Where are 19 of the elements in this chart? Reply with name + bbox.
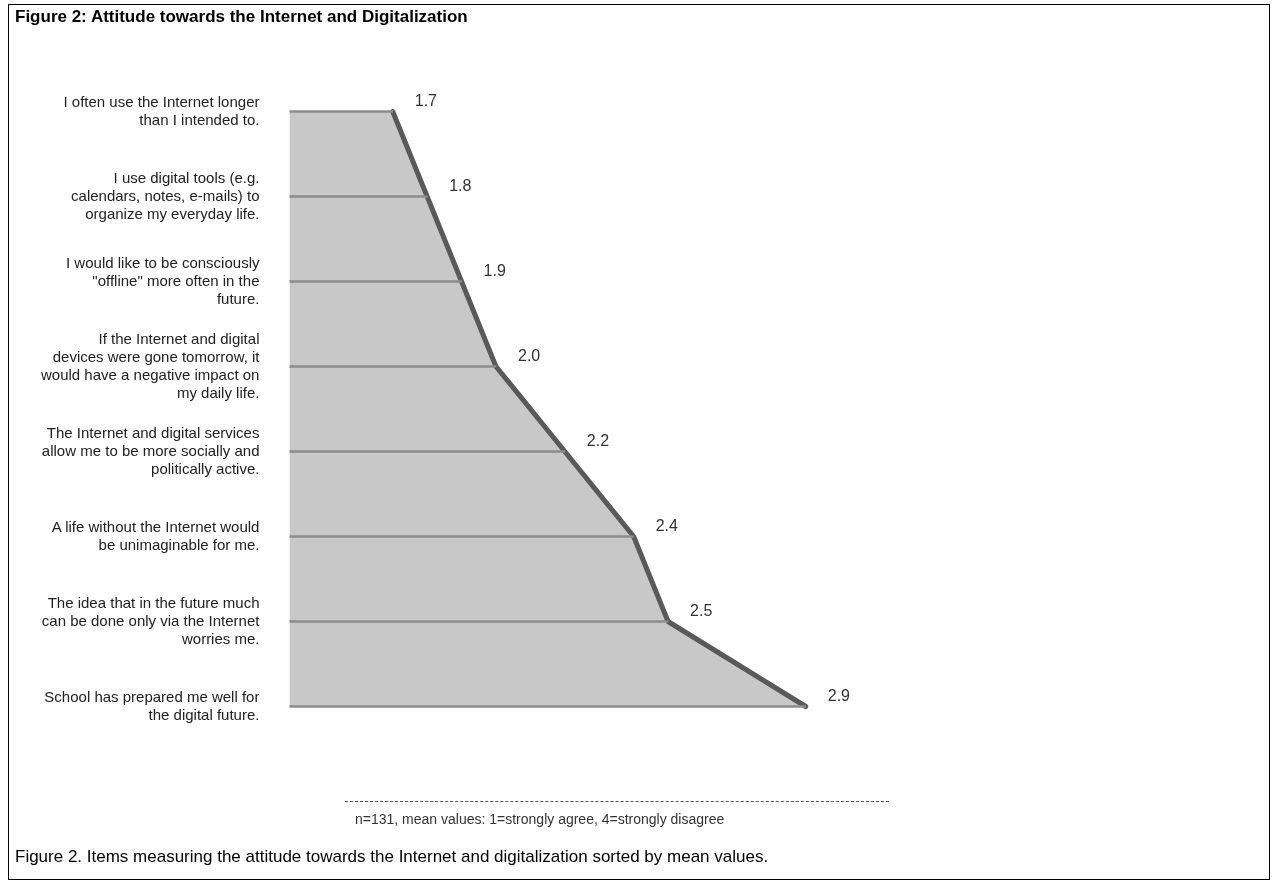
y-tick-label: If the Internet and digital devices were gone tomorrow, it would have a negative impact on my daily life. [39,329,261,401]
data-label: 2.4 [655,516,678,534]
text: n=131, mean values: 1=strongly agree, 4=strongly disagree [355,811,725,827]
caption: Figure 2. Items measuring the attitude towards the Internet and digitalization sorted by mean values. [15,847,769,867]
data-label: 1.8 [449,176,472,194]
data-label: 1.7 [414,91,438,109]
chart-title: Figure 2: Attitude towards the Internet and Digitalization [15,7,468,27]
y-tick-label: I often use the Internet longer than I intended to. [63,92,260,128]
y-tick-label: A life without the Internet would be unimaginable for me. [51,517,260,553]
y-tick-label: School has prepared me well for the digital future. [44,687,260,723]
y-tick-label: The idea that in the future much can be done only via the Internet worries me. [41,593,261,647]
data-label: 2.2 [586,431,610,449]
y-tick-label: I use digital tools (e.g. calendars, notes, e-mails) to organize my everyday life. [71,168,260,222]
data-label: 2.5 [690,601,713,619]
data-label: 1.9 [483,261,506,279]
data-label: 2.9 [827,686,851,704]
data-label: 2.0 [517,346,541,364]
y-tick-label: The Internet and digital services allow me to be more socially and politically active. [41,423,260,477]
y-tick-label: I would like to be consciously "offline" more often in the future. [66,253,260,307]
